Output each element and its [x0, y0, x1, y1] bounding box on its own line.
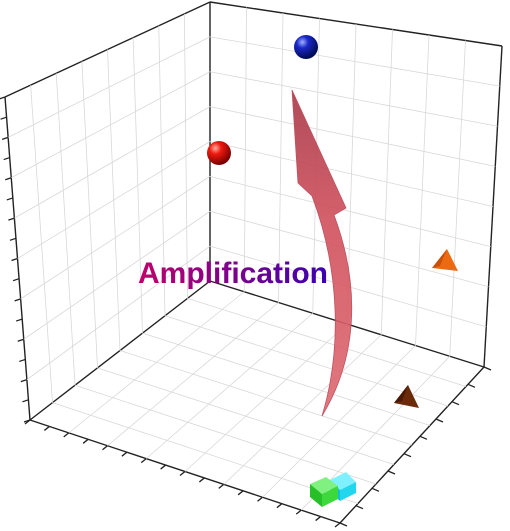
- tick-z: [15, 318, 23, 322]
- grid-line: [132, 37, 143, 334]
- tick-y: [387, 470, 396, 475]
- tick-x: [121, 451, 128, 457]
- tick-x: [179, 470, 186, 477]
- tick-y: [371, 487, 380, 492]
- grid-line: [158, 25, 166, 316]
- grid-line: [223, 334, 382, 485]
- grid-line: [209, 175, 491, 248]
- tick-z: [1, 136, 9, 140]
- tick-z: [14, 298, 21, 302]
- amplification-arrow: [291, 89, 353, 417]
- grid-line: [164, 315, 449, 407]
- point-blue-sphere: [294, 35, 318, 59]
- tick-z: [5, 177, 12, 181]
- tick-x: [160, 464, 167, 470]
- tick-y: [451, 401, 460, 406]
- grid-line: [17, 141, 211, 259]
- tick-x: [276, 503, 283, 509]
- tick-x: [334, 522, 341, 528]
- grid-line: [415, 34, 430, 346]
- grid-line: [449, 40, 466, 357]
- tick-y: [339, 522, 348, 527]
- tick-z: [6, 197, 14, 201]
- tick-z: [20, 379, 28, 383]
- tick-x: [218, 483, 225, 489]
- grid-line: [187, 297, 467, 387]
- tick-z: [0, 116, 7, 120]
- tick-x: [140, 458, 147, 464]
- tick-y: [403, 453, 412, 458]
- tick-y: [467, 383, 476, 388]
- tick-z: [11, 257, 18, 262]
- grid-line: [26, 245, 211, 380]
- grid-line: [380, 29, 393, 335]
- grid-line: [183, 13, 188, 299]
- tick-z: [19, 358, 26, 363]
- tick-x: [315, 516, 322, 522]
- grid-line: [20, 176, 211, 300]
- grid-line: [209, 141, 494, 207]
- tick-z: [3, 156, 10, 161]
- grid-line: [23, 210, 211, 340]
- grid-line: [184, 323, 348, 472]
- grid-line: [209, 210, 489, 288]
- tick-z: [12, 278, 20, 282]
- tick-x: [257, 496, 263, 502]
- tick-x: [295, 509, 302, 515]
- grid-line: [262, 345, 416, 498]
- tick-x: [198, 477, 205, 483]
- tick-x: [63, 432, 70, 438]
- annotation-amplification: Amplification: [138, 257, 328, 290]
- tick-y: [435, 418, 444, 423]
- tick-z: [9, 237, 17, 241]
- tick-y: [419, 435, 428, 440]
- point-green-cube: [310, 477, 338, 507]
- tick-x: [24, 419, 31, 425]
- tick-z: [17, 338, 24, 342]
- data-points: [207, 35, 458, 507]
- tick-x: [82, 438, 89, 444]
- tick-x: [237, 490, 244, 496]
- tick-x: [43, 425, 50, 431]
- tick-z: [8, 217, 15, 221]
- point-brown-triangle: [394, 385, 419, 408]
- tick-y: [483, 366, 492, 371]
- ticks: [0, 96, 492, 528]
- point-orange-triangle: [432, 249, 458, 271]
- tick-x: [102, 445, 108, 451]
- grid: [7, 7, 500, 511]
- point-red-sphere: [207, 141, 231, 165]
- tick-z: [0, 96, 6, 100]
- grid-line: [142, 332, 431, 426]
- tick-z: [22, 399, 29, 403]
- tick-y: [355, 505, 364, 510]
